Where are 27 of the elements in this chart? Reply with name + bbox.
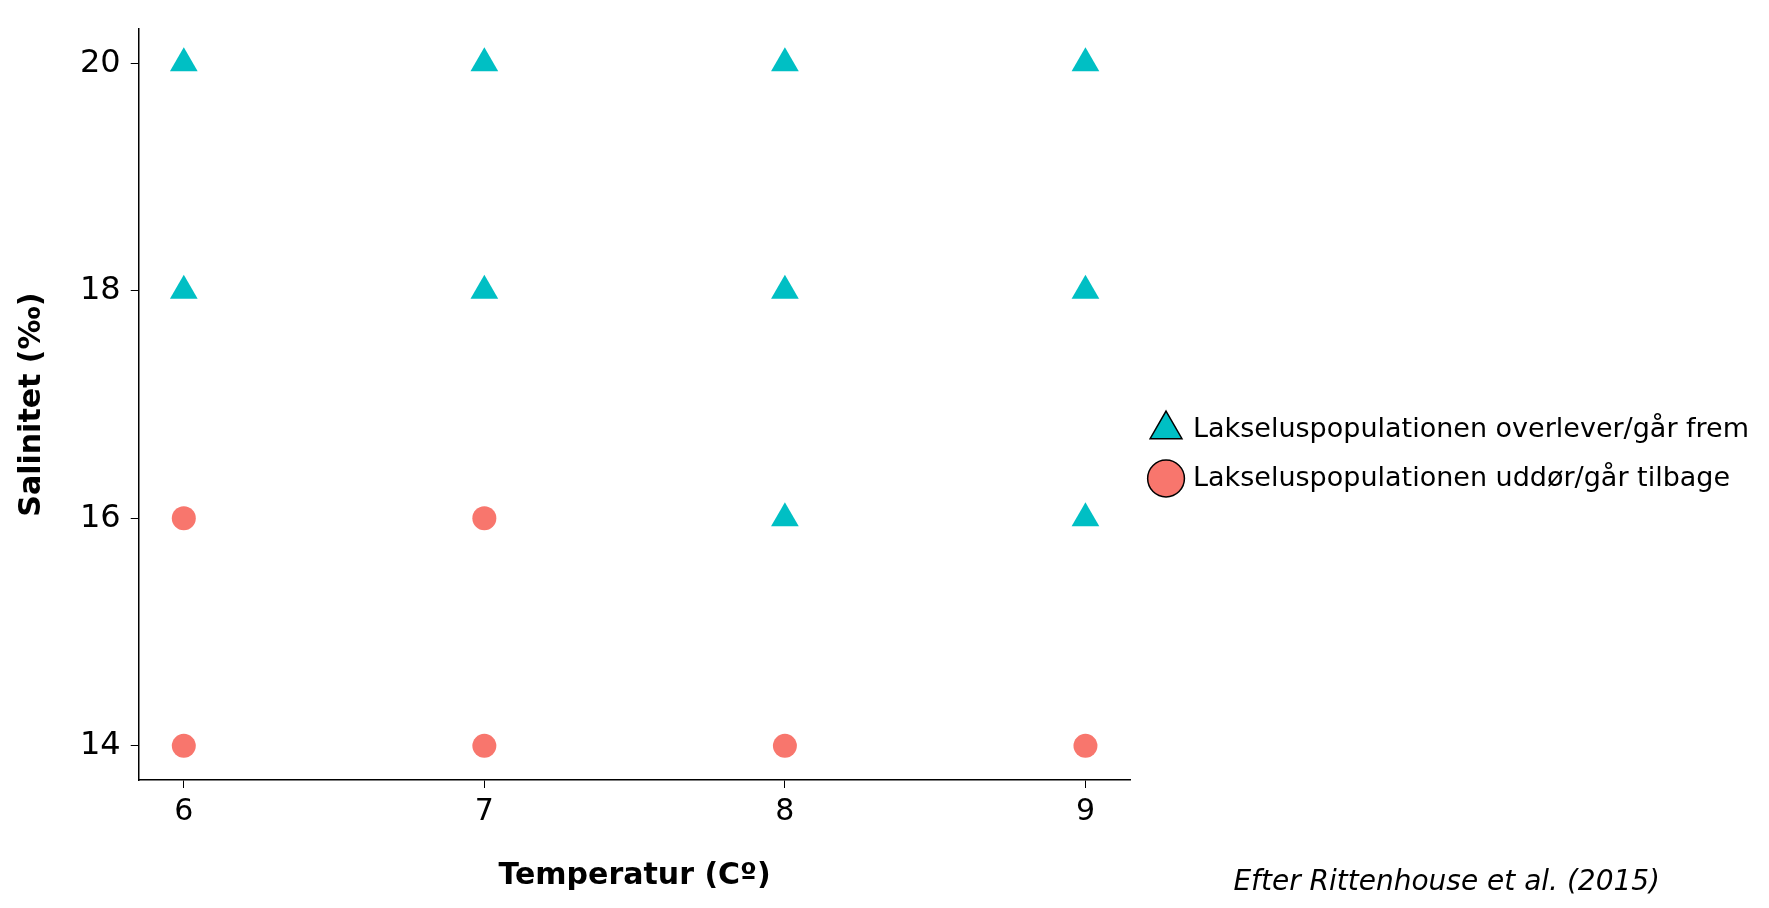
point <box>470 47 499 72</box>
point <box>169 47 198 72</box>
y-tick-label: 20 <box>80 41 121 80</box>
y-axis-title: Salinitet (‰) <box>11 292 47 517</box>
point <box>169 274 198 299</box>
x-axis-title: Temperatur (Cº) <box>498 855 771 891</box>
point <box>771 47 799 72</box>
x-tick-label: 9 <box>1075 791 1095 827</box>
point <box>772 733 797 758</box>
point <box>171 506 196 531</box>
point <box>1073 733 1098 758</box>
y-tick-label: 14 <box>80 724 121 763</box>
legend-label: Lakseluspopulationen uddør/går tilbage <box>1193 460 1731 492</box>
x-tick-label: 6 <box>174 791 194 827</box>
point <box>472 506 497 531</box>
point <box>171 733 196 758</box>
point <box>470 274 499 299</box>
text: Efter Rittenhouse et al. (2015) <box>1233 864 1660 897</box>
point <box>1071 47 1100 72</box>
point <box>771 274 799 299</box>
y-tick-label: 16 <box>80 496 121 535</box>
legend-label: Lakseluspopulationen overlever/går frem <box>1193 411 1749 443</box>
y-tick-label: 18 <box>80 269 121 308</box>
x-tick-label: 7 <box>474 791 494 827</box>
x-tick-label: 8 <box>775 791 795 827</box>
point <box>472 733 497 758</box>
point <box>1071 274 1100 299</box>
